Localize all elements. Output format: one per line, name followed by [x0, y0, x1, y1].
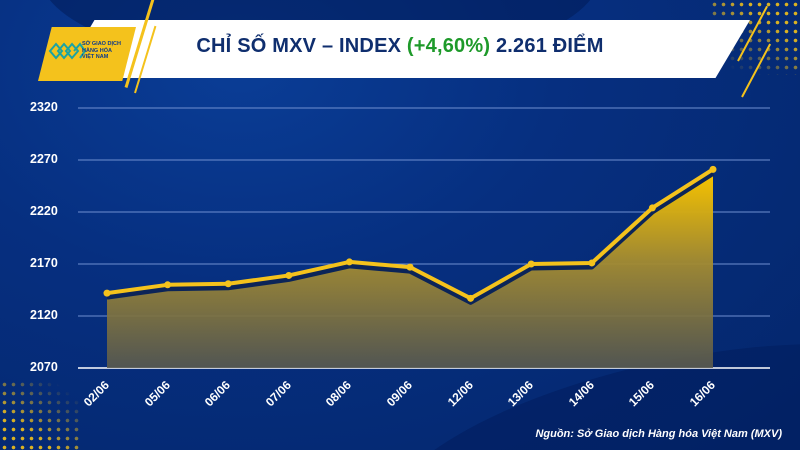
title-banner	[60, 20, 750, 78]
logo-box	[38, 27, 136, 81]
y-tick-label: 2170	[30, 256, 58, 270]
decorative-dots	[0, 380, 80, 450]
y-tick-label: 2270	[30, 152, 58, 166]
y-tick-label: 2220	[30, 204, 58, 218]
data-point	[588, 259, 596, 267]
chart-title: CHỈ SỐ MXV – INDEX (+4,60%) 2.261 ĐIỂM	[0, 35, 800, 58]
data-point	[164, 281, 172, 289]
data-point	[285, 271, 293, 279]
data-point	[527, 260, 535, 268]
mxv-logo-icon	[48, 42, 86, 60]
line-shadow	[106, 171, 715, 305]
logo-line: HÀNG HÓA	[82, 47, 112, 54]
data-point	[103, 289, 111, 297]
data-point	[467, 294, 475, 302]
data-point	[406, 263, 414, 271]
logo-text: SỞ GIAO DỊCH HÀNG HÓA VIỆT NAM	[82, 41, 121, 61]
y-tick-label: 2120	[30, 308, 58, 322]
data-point	[224, 280, 232, 288]
data-point	[709, 165, 717, 173]
title-prefix: CHỈ SỐ MXV – INDEX	[196, 35, 407, 57]
y-tick-label: 2070	[30, 360, 58, 374]
area-fill	[107, 175, 713, 368]
data-point	[345, 258, 353, 266]
data-point	[648, 204, 656, 212]
logo-line: SỞ GIAO DỊCH	[82, 41, 121, 47]
y-tick-label: 2320	[30, 100, 58, 114]
logo-line: VIỆT NAM	[82, 54, 109, 60]
data-points	[103, 165, 717, 302]
source-note: Nguồn: Sở Giao dịch Hàng hóa Việt Nam (M…	[535, 428, 782, 440]
title-value: 2.261 ĐIỂM	[490, 35, 604, 57]
title-change-percent: (+4,60%)	[406, 35, 491, 57]
